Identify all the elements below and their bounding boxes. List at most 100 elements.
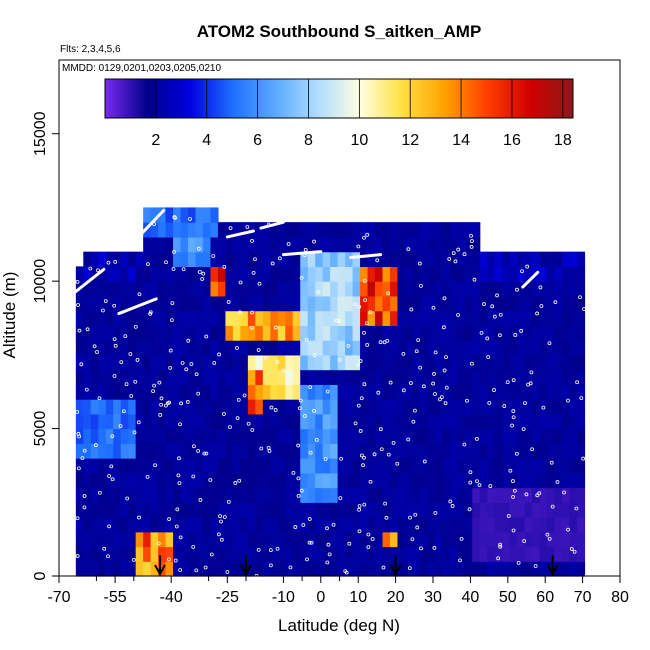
sample-point [462,442,467,447]
heatmap-cell [292,399,301,415]
heatmap-cell [502,472,511,489]
heatmap-cell [180,310,189,326]
heatmap-cell [382,222,391,238]
heatmap-cell [464,472,473,489]
heatmap-cell [397,561,406,577]
heatmap-cell [128,251,137,267]
sample-point [299,275,304,280]
heatmap-cell [576,325,586,341]
heatmap-cell [225,443,234,459]
sample-point [110,434,115,439]
heatmap-cell [232,502,241,518]
heatmap-cell [292,487,301,503]
heatmap-cell [487,354,496,371]
sample-point [569,547,574,551]
heatmap-cell [150,310,159,326]
heatmap-cell [285,561,294,577]
heatmap-cell [322,443,331,459]
heatmap-cell [554,458,563,474]
heatmap-cell [517,266,526,282]
heatmap-cell [337,561,346,577]
sample-point [152,383,157,388]
heatmap-cell [285,266,294,282]
heatmap-cell [576,413,586,430]
sample-point [312,353,317,358]
heatmap-cell [292,251,301,267]
heatmap-cell [98,399,107,415]
sample-point [487,401,492,405]
heatmap-cell [389,266,399,282]
heatmap-cell [90,310,99,326]
heatmap-cell [539,399,548,415]
heatmap-cell [502,325,511,341]
heatmap-cell [277,310,286,326]
heatmap-cell [113,399,122,415]
heatmap-cell [262,340,271,356]
heatmap-cell [322,546,331,562]
heatmap-cell [367,399,376,415]
sample-point [357,507,362,512]
heatmap-cell [487,369,496,385]
sample-point [496,556,501,561]
arrow-marker [389,555,402,577]
heatmap-cell [434,458,443,474]
heatmap-cell [427,487,436,503]
heatmap-cell [360,561,369,577]
sample-point [537,491,542,496]
heatmap-cell [337,399,346,415]
heatmap-cell [547,502,556,518]
heatmap-cell [464,295,473,312]
colorbar-tick-label: 18 [554,132,572,149]
heatmap-cell [262,354,271,371]
heatmap-cell [255,384,264,400]
heatmap-cell [307,517,316,533]
heatmap-cell [449,546,458,562]
heatmap-cell [150,369,159,385]
heatmap-cell [240,295,249,312]
heatmap-cell [464,517,473,533]
sample-point [343,569,348,574]
heatmap-cell [195,384,204,400]
heatmap-cell [517,413,526,430]
heatmap-cell [262,222,271,238]
arrow-markers [154,555,559,577]
heatmap-cell [404,458,414,474]
heatmap-cell [397,295,406,312]
sample-point [273,408,278,412]
heatmap-cell [330,325,339,341]
heatmap-cell [232,458,241,474]
sample-point [124,382,129,387]
heatmap-cell [255,561,264,577]
heatmap-cell [180,399,189,415]
heatmap-cell [158,399,167,415]
heatmap-cell [128,384,137,400]
heatmap-cell [345,354,354,371]
heatmap-cell [210,517,219,533]
sample-point [378,340,383,345]
sample-point [562,490,566,495]
heatmap-cell [509,472,518,489]
heatmap-cell [195,502,204,518]
sample-point [168,348,173,353]
sample-point [365,232,370,237]
heatmap-cell [352,531,361,548]
heatmap-cell [449,458,458,474]
heatmap-cell [375,310,384,326]
heatmap-cell [449,266,458,282]
heatmap-cell [210,487,219,503]
heatmap-cell [83,472,92,489]
heatmap-cell [83,310,92,326]
sample-point [442,368,447,373]
heatmap-cell [352,369,361,385]
heatmap-cell [352,502,361,518]
heatmap-cell [562,354,571,371]
heatmap-cell [554,443,563,459]
sample-point [263,355,268,360]
heatmap-cell [173,281,182,297]
heatmap-cell [165,207,174,223]
heatmap-cell [345,531,354,548]
heatmap-cell [150,531,159,548]
heatmap-cell [404,325,414,341]
sample-point [316,290,321,294]
heatmap-cell [188,487,197,503]
